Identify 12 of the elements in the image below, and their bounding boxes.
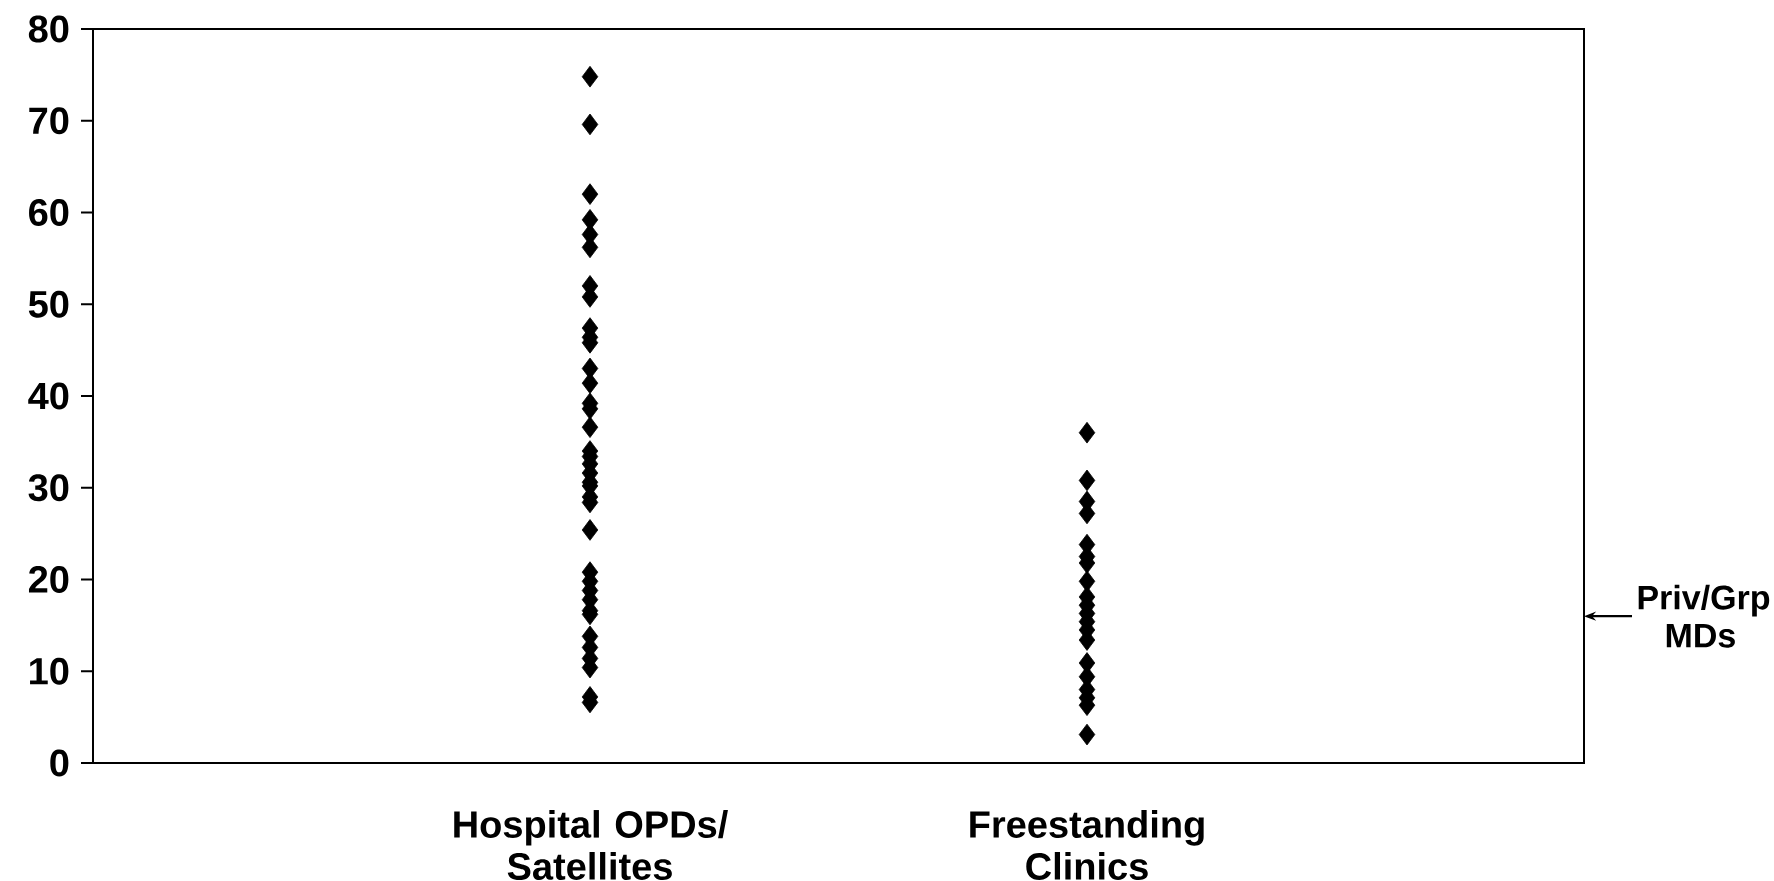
y-tick-label: 10 — [30, 657, 69, 685]
y-tick-label: 80 — [28, 15, 69, 43]
y-tick-label: 40 — [28, 382, 69, 410]
text: Priv/Grp MDs — [1638, 584, 1770, 648]
y-tick-label: 30 — [28, 474, 69, 502]
x-tick-label: Hospital OPDs/ Satellites — [454, 810, 728, 880]
y-tick-label: 0 — [50, 749, 69, 777]
y-tick-label: 20 — [28, 566, 69, 593]
x-tick-label: Freestanding Clinics — [970, 810, 1204, 880]
y-tick-label: 70 — [29, 107, 69, 135]
y-tick-label: 60 — [29, 199, 69, 226]
y-tick-label: 50 — [28, 290, 69, 318]
